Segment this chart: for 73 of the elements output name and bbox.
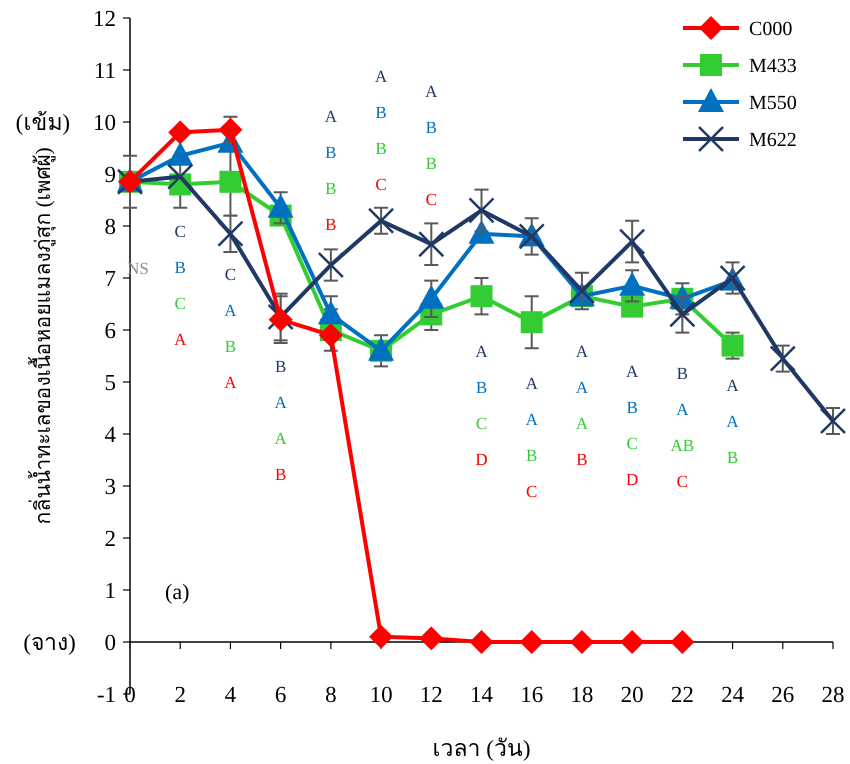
annotation: A B C D — [626, 362, 639, 489]
x-tick-label: 28 — [822, 682, 844, 707]
x-tick-label: 20 — [620, 682, 644, 707]
point — [670, 630, 694, 654]
x-tick-label: 16 — [520, 682, 544, 707]
point — [620, 630, 644, 654]
point — [470, 630, 494, 654]
y-tick-label: 3 — [104, 474, 116, 499]
annotation: A A B C — [526, 374, 539, 501]
annotation: B A AB C — [670, 364, 694, 491]
y-tick-label: 11 — [94, 58, 116, 83]
point — [368, 208, 394, 234]
y-tick-label: 8 — [104, 214, 116, 239]
point — [770, 345, 796, 372]
point — [470, 285, 492, 308]
legend-label: C000 — [749, 18, 792, 40]
y-tick-label: -1 — [96, 682, 116, 707]
point — [318, 252, 344, 278]
point — [217, 220, 244, 248]
annotation: A B B C — [425, 82, 438, 209]
annotation: A B B B — [324, 107, 338, 234]
point — [669, 301, 696, 328]
point — [166, 163, 194, 190]
x-tick-label: 8 — [325, 682, 337, 707]
annotation: C A B A — [224, 265, 238, 392]
point — [219, 170, 242, 193]
x-tick-label: 22 — [670, 682, 694, 707]
y-tick-label: (จาง) 0 — [23, 630, 116, 655]
x-tick-label: 4 — [224, 682, 237, 707]
y-axis-title: กลิ่นน้ำทะเลของเนื้อหอยแมลงภู่สุก (เพศผู้) — [28, 147, 56, 525]
y-tick-label: 5 — [104, 370, 116, 395]
annotation: A B C D — [475, 342, 488, 469]
legend-label: M550 — [749, 92, 797, 114]
legend-label: M433 — [749, 55, 797, 77]
x-tick-label: 0 — [124, 682, 136, 707]
x-tick-label: 10 — [370, 682, 393, 707]
y-tick-label: 6 — [104, 318, 116, 343]
y-tick-label: 2 — [104, 526, 116, 551]
point — [621, 296, 644, 318]
annotation: (a) — [165, 579, 190, 604]
x-tick-label: 12 — [420, 682, 443, 707]
x-tick-label: 14 — [470, 682, 494, 707]
point — [369, 624, 394, 649]
y-tick-label: 9 — [104, 162, 116, 187]
x-axis-title: เวลา (วัน) — [432, 736, 531, 761]
point — [218, 118, 242, 142]
y-tick-label: 7 — [104, 266, 116, 291]
point — [520, 311, 543, 334]
point — [418, 230, 445, 258]
point — [820, 408, 846, 434]
y-tick-label: 4 — [104, 422, 116, 447]
annotation: C B C A — [174, 222, 188, 349]
x-tick-label: 24 — [721, 682, 745, 707]
legend-label: M622 — [749, 129, 797, 151]
point — [520, 630, 544, 654]
annotation: A A B — [726, 376, 740, 467]
point — [318, 323, 343, 348]
annotation: A A A B — [576, 342, 589, 469]
point — [722, 334, 744, 357]
x-tick-label: 2 — [174, 682, 186, 707]
x-tick-label: 18 — [570, 682, 594, 707]
point — [618, 228, 646, 255]
point — [468, 197, 495, 224]
y-tick-label: 12 — [93, 6, 116, 31]
x-tick-label: 26 — [771, 682, 794, 707]
point — [268, 308, 293, 332]
annotation: B A A B — [274, 357, 288, 484]
x-tick-label: 6 — [274, 682, 286, 707]
y-tick-label: (เข้ม) 10 — [16, 110, 116, 135]
point — [168, 120, 192, 144]
annotation: A B B C — [374, 67, 388, 194]
y-tick-label: 1 — [104, 578, 116, 603]
point — [419, 626, 444, 650]
